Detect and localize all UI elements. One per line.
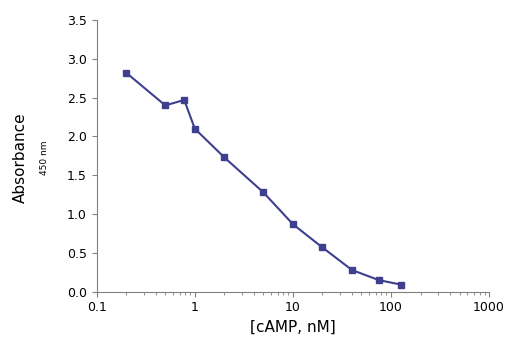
Text: Absorbance: Absorbance <box>0 349 1 350</box>
Y-axis label: Absorbance: Absorbance <box>0 349 1 350</box>
Text: 450 nm: 450 nm <box>40 140 49 175</box>
Text: Absorbance: Absorbance <box>14 112 28 203</box>
X-axis label: [cAMP, nM]: [cAMP, nM] <box>250 320 336 335</box>
